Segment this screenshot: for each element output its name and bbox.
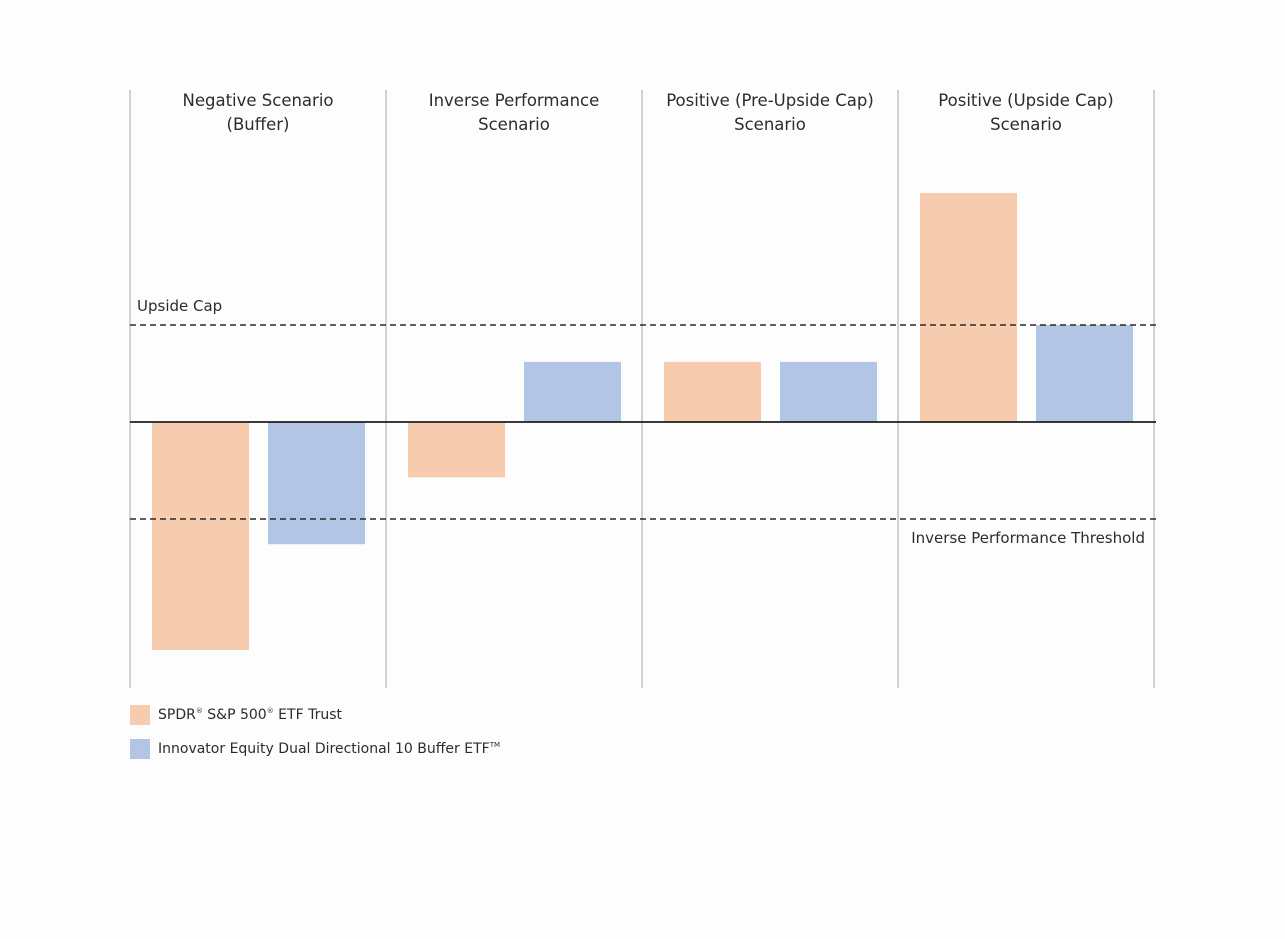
legend-label-innovator: Innovator Equity Dual Directional 10 Buf… bbox=[158, 741, 501, 757]
category-title-2-line-1: Scenario bbox=[734, 115, 806, 134]
legend-item-spdr: SPDR® S&P 500® ETF Trust bbox=[130, 704, 500, 726]
bar-series1-cat2 bbox=[408, 422, 505, 478]
reference-label-1: Inverse Performance Threshold bbox=[911, 529, 1145, 547]
legend-item-innovator: Innovator Equity Dual Directional 10 Buf… bbox=[130, 738, 500, 760]
category-title-3-line-1: Scenario bbox=[990, 115, 1062, 134]
category-title-1-line-1: Scenario bbox=[478, 115, 550, 134]
bar-series1-cat1 bbox=[152, 422, 249, 650]
legend-swatch-innovator bbox=[130, 739, 150, 759]
bar-series2-cat4 bbox=[1036, 325, 1133, 422]
category-title-3-line-0: Positive (Upside Cap) bbox=[938, 91, 1113, 110]
legend-label-spdr: SPDR® S&P 500® ETF Trust bbox=[158, 707, 342, 723]
category-title-1-line-0: Inverse Performance bbox=[429, 91, 600, 110]
bar-series2-cat2 bbox=[524, 361, 621, 422]
category-title-0-line-0: Negative Scenario bbox=[182, 91, 333, 110]
legend-swatch-spdr bbox=[130, 705, 150, 725]
bar-series1-cat3 bbox=[664, 361, 761, 422]
bar-series2-cat3 bbox=[780, 361, 877, 422]
category-title-0-line-1: (Buffer) bbox=[227, 115, 290, 134]
bar-series1-cat4 bbox=[920, 193, 1017, 422]
bar-series2-cat1 bbox=[268, 422, 365, 545]
legend: SPDR® S&P 500® ETF Trust Innovator Equit… bbox=[130, 704, 500, 772]
reference-label-0: Upside Cap bbox=[137, 297, 222, 315]
category-title-2-line-0: Positive (Pre-Upside Cap) bbox=[666, 91, 874, 110]
